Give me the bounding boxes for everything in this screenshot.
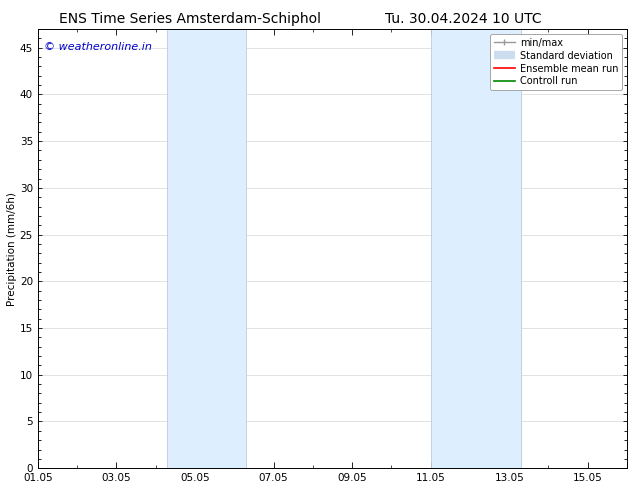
Legend: min/max, Standard deviation, Ensemble mean run, Controll run: min/max, Standard deviation, Ensemble me…	[489, 34, 622, 90]
Text: ENS Time Series Amsterdam-Schiphol: ENS Time Series Amsterdam-Schiphol	[59, 12, 321, 26]
Bar	[430, 29, 521, 468]
Text: © weatheronline.in: © weatheronline.in	[44, 42, 152, 52]
Text: Tu. 30.04.2024 10 UTC: Tu. 30.04.2024 10 UTC	[384, 12, 541, 26]
Y-axis label: Precipitation (mm/6h): Precipitation (mm/6h)	[7, 192, 17, 306]
Bar	[167, 29, 246, 468]
